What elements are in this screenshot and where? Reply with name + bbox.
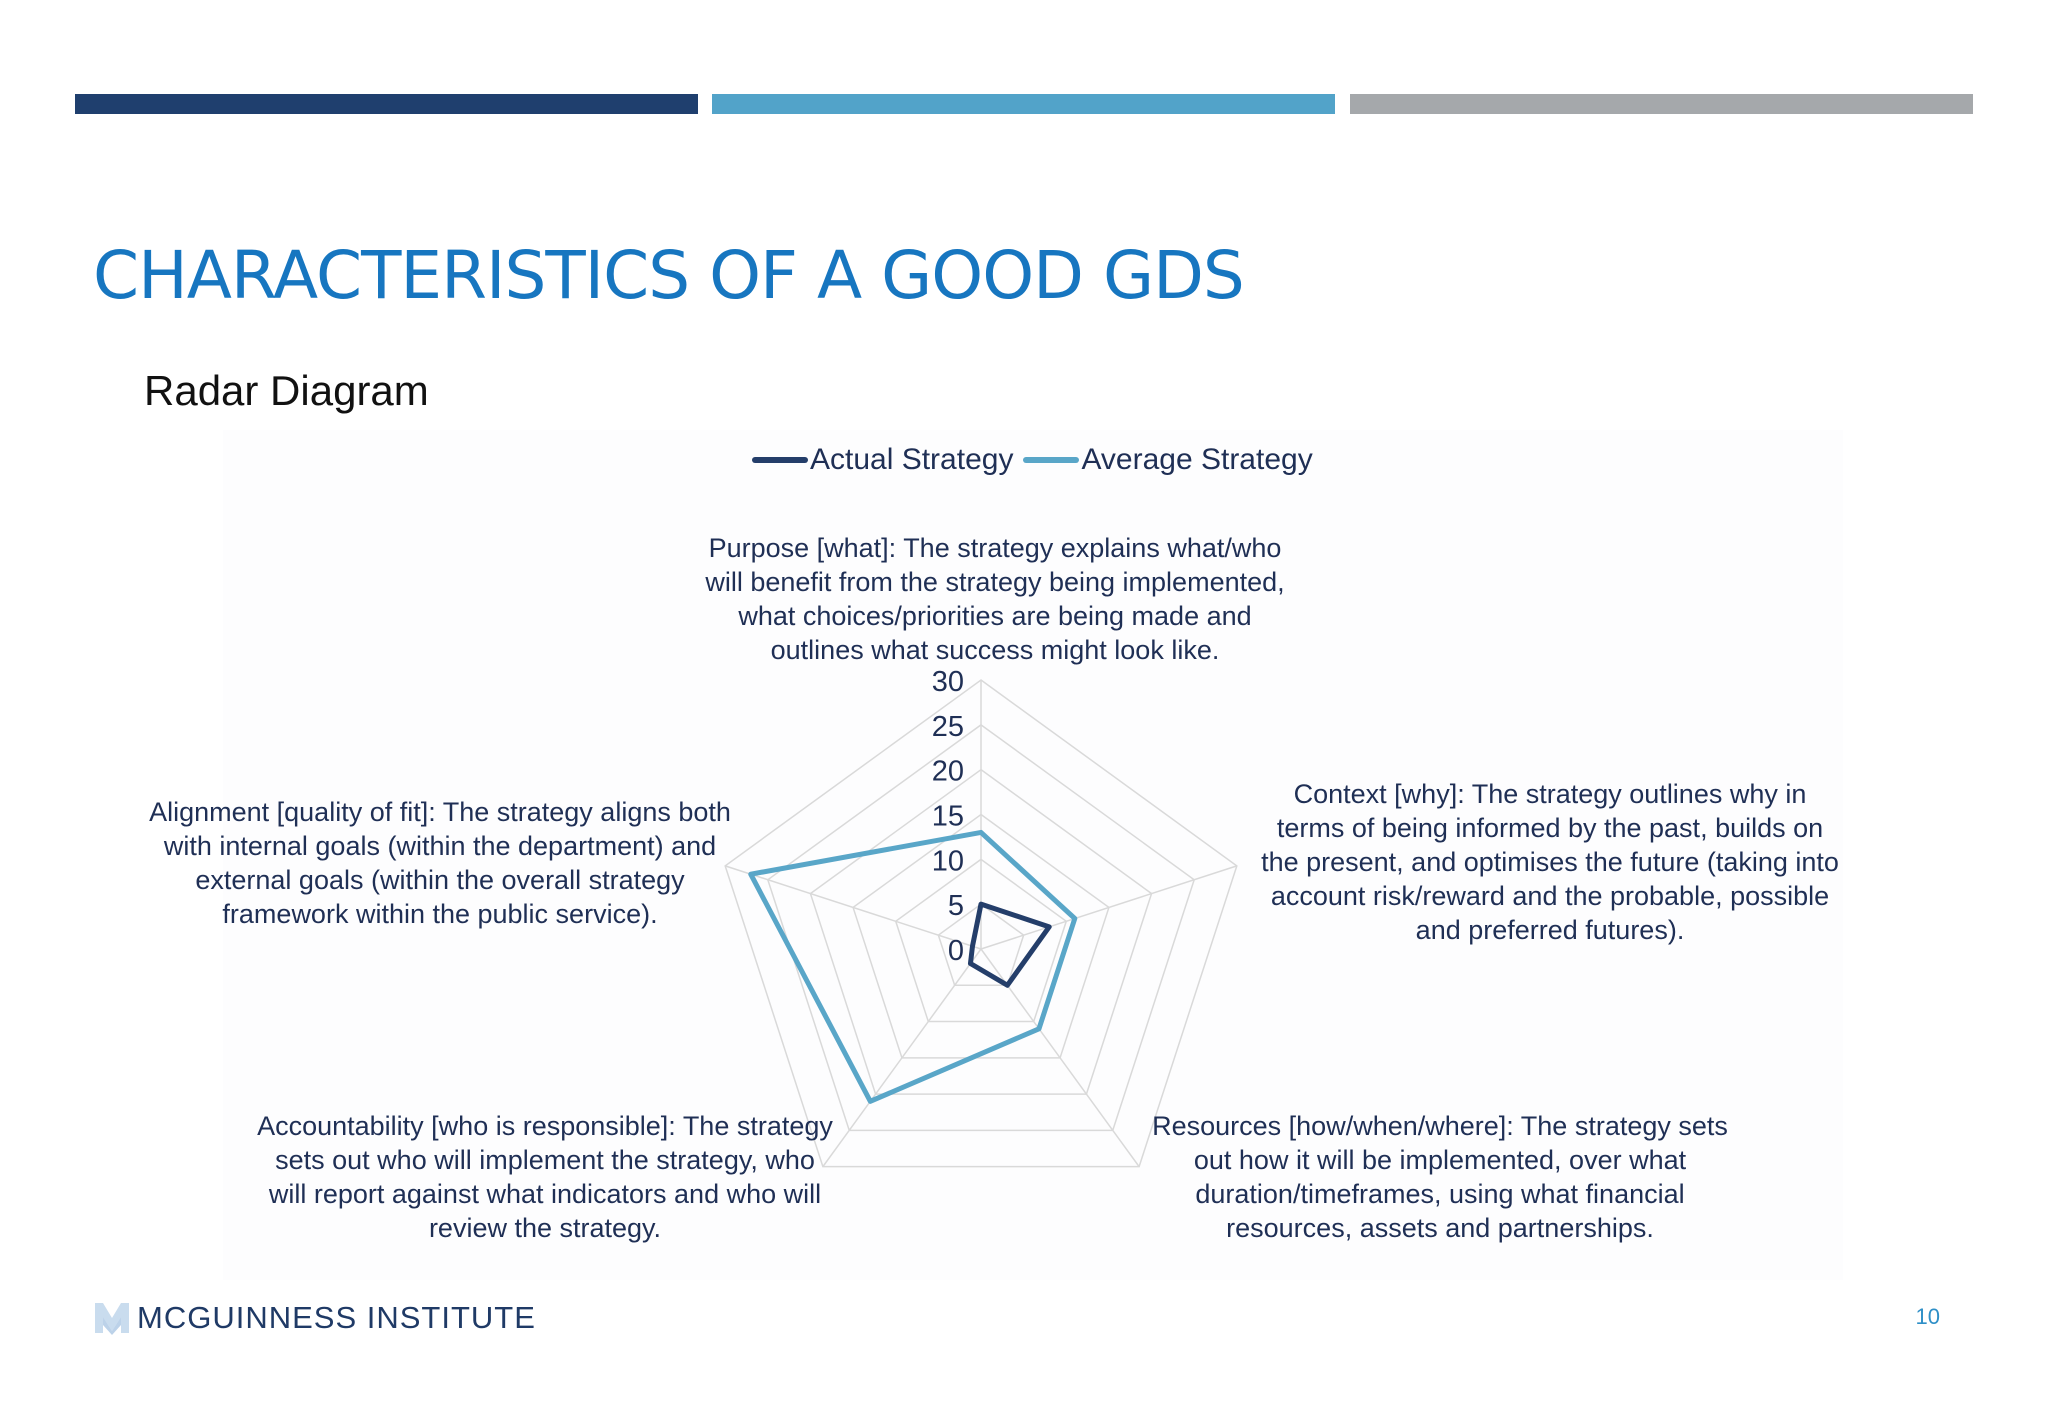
radar-tick-label: 25 <box>932 711 964 743</box>
axis-label-line: the present, and optimises the future (t… <box>1261 847 1839 877</box>
axis-label-line: outlines what success might look like. <box>770 635 1220 665</box>
legend-label-average: Average Strategy <box>1081 443 1313 476</box>
axis-label-line: external goals (within the overall strat… <box>195 865 685 895</box>
axis-label-line: and preferred futures). <box>1415 915 1685 945</box>
axis-label-resources: Resources [how/when/where]: The strategy… <box>1140 1109 1740 1245</box>
radar-grid-ring <box>766 723 1196 1132</box>
axis-label-accountability: Accountability [who is responsible]: The… <box>240 1109 850 1245</box>
legend-swatch-actual <box>752 457 808 463</box>
radar-grid-ring <box>937 903 1025 987</box>
footer-logo-text: MCGUINNESS INSTITUTE <box>137 1300 536 1335</box>
series-actual-strategy <box>967 901 1052 988</box>
axis-label-line: out how it will be implemented, over wha… <box>1193 1145 1687 1175</box>
axis-label-line: duration/timeframes, using what financia… <box>1195 1179 1685 1209</box>
header-bar-dark <box>75 94 698 114</box>
axis-label-line: resources, assets and partnerships. <box>1226 1213 1654 1243</box>
axis-label-line: Purpose [what]: The strategy explains wh… <box>708 533 1282 563</box>
axis-label-alignment: Alignment [quality of fit]: The strategy… <box>130 795 750 931</box>
radar-tick-labels: 0 5 10 15 20 25 30 <box>932 666 964 967</box>
axis-label-line: Resources [how/when/where]: The strategy… <box>1152 1111 1728 1141</box>
radar-tick-label: 20 <box>932 756 964 788</box>
radar-tick-label: 0 <box>948 935 964 967</box>
legend-swatch-average <box>1023 457 1080 463</box>
radar-grid-ring <box>894 858 1068 1023</box>
axis-label-line: with internal goals (within the departme… <box>163 831 717 861</box>
legend-item-actual: Actual Strategy <box>752 443 1013 477</box>
chart-legend: Actual Strategy Average Strategy <box>752 440 1323 480</box>
radar-tick-label: 5 <box>948 890 964 922</box>
header-bar-grey <box>1350 94 1973 114</box>
axis-label-context: Context [why]: The strategy outlines why… <box>1240 777 1860 947</box>
axis-label-line: framework within the public service). <box>222 899 658 929</box>
axis-label-line: review the strategy. <box>428 1213 662 1243</box>
page-number: 10 <box>1915 1304 1940 1329</box>
axis-label-line: Alignment [quality of fit]: The strategy… <box>149 797 731 827</box>
legend-label-actual: Actual Strategy <box>810 443 1014 476</box>
legend-item-average: Average Strategy <box>1023 443 1313 477</box>
footer-logo: MCGUINNESS INSTITUTE <box>93 1298 536 1338</box>
radar-spoke <box>980 865 1238 950</box>
radar-grid-ring <box>852 813 1110 1059</box>
axis-label-purpose: Purpose [what]: The strategy explains wh… <box>690 531 1300 667</box>
axis-label-line: will benefit from the strategy being imp… <box>705 567 1285 597</box>
axis-label-line: will report against what indicators and … <box>268 1179 822 1209</box>
axis-label-line: Context [why]: The strategy outlines why… <box>1293 779 1807 809</box>
axis-label-line: sets out who will implement the strategy… <box>275 1145 815 1175</box>
radar-grid-ring <box>809 768 1153 1095</box>
radar-grid <box>724 679 1238 1168</box>
header-bar-blue <box>712 94 1335 114</box>
radar-tick-label: 15 <box>932 801 964 833</box>
radar-series <box>748 829 1078 1104</box>
axis-label-line: Accountability [who is responsible]: The… <box>257 1111 833 1141</box>
axis-label-line: account risk/reward and the probable, po… <box>1270 881 1830 911</box>
radar-grid-ring <box>724 679 1238 1168</box>
chart-subtitle: Radar Diagram <box>144 367 429 414</box>
axis-label-line: what choices/priorities are being made a… <box>738 601 1252 631</box>
radar-tick-label: 10 <box>932 845 964 877</box>
radar-spoke <box>822 948 982 1168</box>
series-average-strategy <box>748 829 1078 1104</box>
slide-title: CHARACTERISTICS OF A GOOD GDS <box>93 237 1245 314</box>
radar-spoke <box>724 865 982 950</box>
m-logo-icon <box>93 1301 131 1335</box>
chart-panel <box>223 430 1843 1280</box>
radar-tick-label: 30 <box>932 666 964 698</box>
axis-label-line: terms of being informed by the past, bui… <box>1276 813 1824 843</box>
